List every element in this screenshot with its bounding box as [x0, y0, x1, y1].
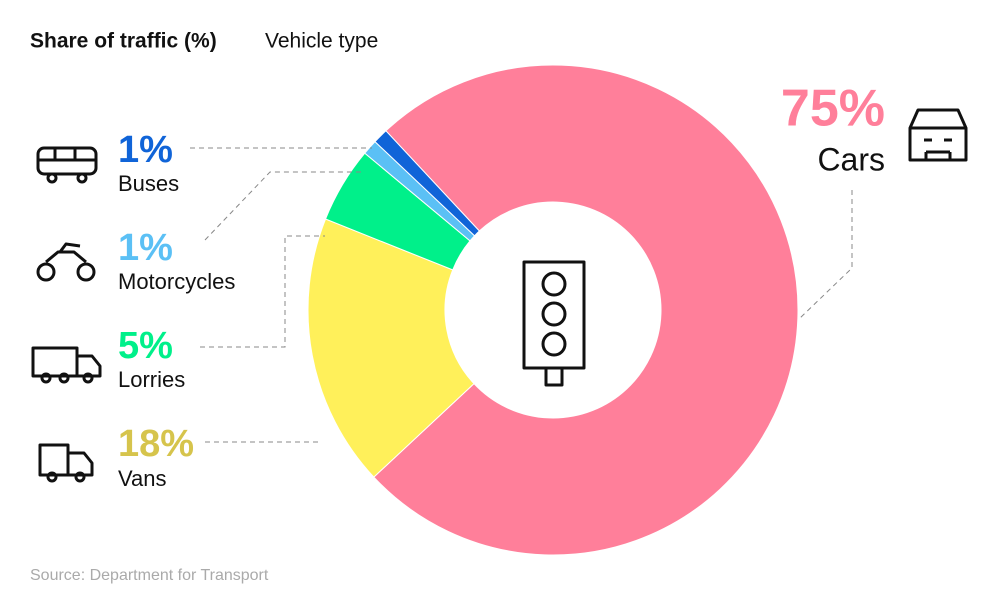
- value-label: 18%: [118, 423, 194, 465]
- donut-segment: [307, 218, 475, 478]
- motorcycle-icon: [36, 242, 96, 282]
- chart-subtitle: Vehicle type: [265, 30, 378, 53]
- value-label: 75%: [781, 80, 885, 138]
- donut: [307, 64, 799, 556]
- donut-segment: [374, 130, 481, 237]
- donut-segment: [373, 64, 799, 556]
- leader-line: [797, 190, 853, 321]
- category-label: Cars: [817, 141, 885, 177]
- car-icon: [908, 108, 968, 162]
- chart-title: Share of traffic (%): [30, 30, 217, 53]
- category-label: Motorcycles: [118, 269, 235, 294]
- value-label: 1%: [118, 227, 173, 269]
- source: Source: Department for Transport: [30, 567, 269, 584]
- leader-line: [200, 235, 325, 348]
- category-label: Vans: [118, 466, 167, 491]
- category-label: Lorries: [118, 367, 185, 392]
- van-icon: [38, 443, 94, 483]
- leader-line: [204, 171, 362, 241]
- category-label: Buses: [118, 171, 179, 196]
- bus-icon: [36, 146, 98, 184]
- leader-lines: [190, 147, 853, 443]
- lorry-icon: [31, 346, 102, 384]
- traffic-light-icon: [522, 260, 586, 387]
- value-label: 5%: [118, 325, 173, 367]
- value-label: 1%: [118, 129, 173, 171]
